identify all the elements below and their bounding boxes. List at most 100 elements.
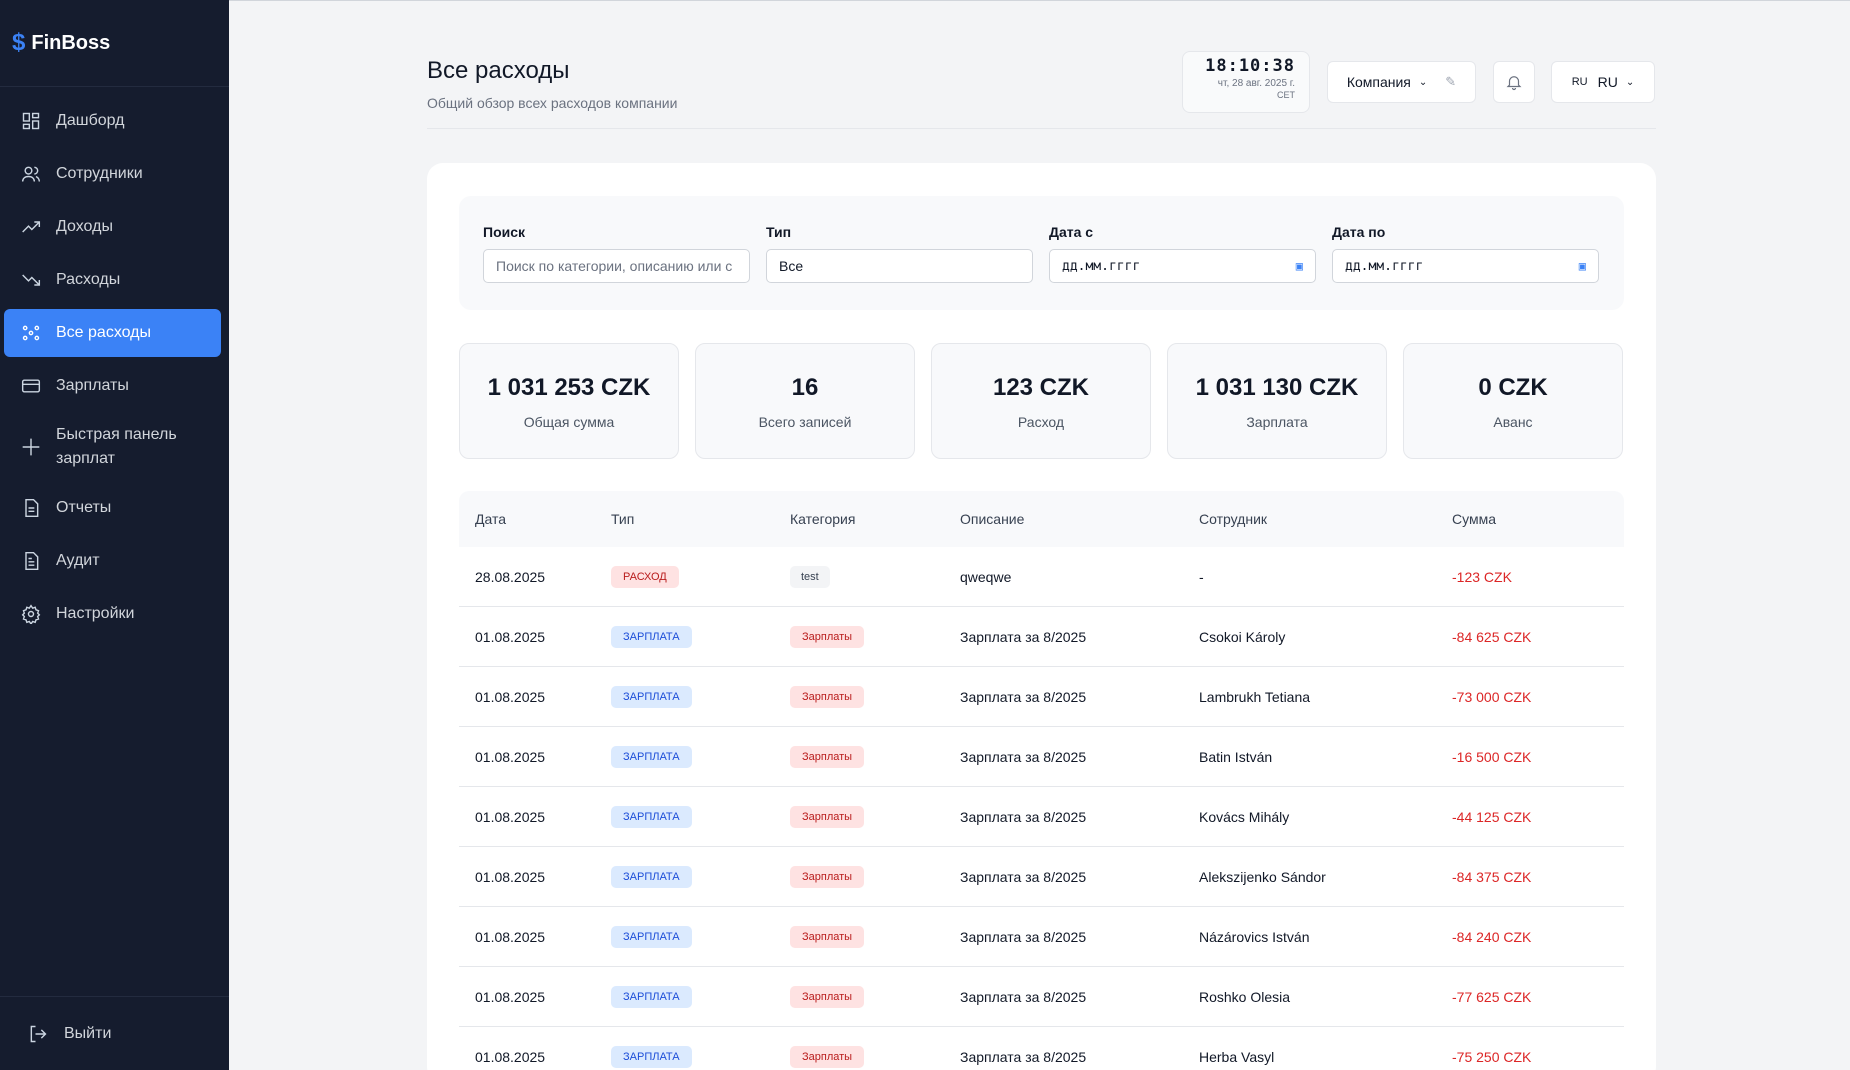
users-icon	[20, 163, 42, 185]
cell-category: Зарплаты	[790, 745, 960, 768]
cell-amount: -84 625 CZK	[1452, 628, 1532, 645]
column-header-date[interactable]: Дата	[475, 511, 507, 527]
date-to-label: Дата по	[1332, 224, 1386, 240]
sidebar-item-label: Сотрудники	[56, 165, 143, 182]
language-selector[interactable]: RU RU ⌄	[1551, 61, 1655, 103]
table-row[interactable]: 01.08.2025 ЗАРПЛАТА Зарплаты Зарплата за 8/…	[459, 1027, 1624, 1070]
table-row[interactable]: 01.08.2025 ЗАРПЛАТА Зарплаты Зарплата за 8/…	[459, 607, 1624, 667]
cell-type: ЗАРПЛАТА	[611, 745, 790, 768]
type-badge: ЗАРПЛАТА	[611, 865, 692, 888]
cell-description: Зарплата за 8/2025	[960, 808, 1087, 825]
cell-date: 01.08.2025	[475, 1048, 546, 1065]
cell-amount: -44 125 CZK	[1452, 808, 1532, 825]
sidebar-item-expenses[interactable]: Расходы	[4, 256, 221, 304]
table-row[interactable]: 28.08.2025 РАСХОД test qweqwe - -123 CZK	[459, 547, 1624, 607]
date-to-placeholder: дд.мм.гггг	[1345, 258, 1424, 274]
expenses-card: Поиск Поиск по категории, описанию или с…	[427, 163, 1656, 1070]
category-badge: Зарплаты	[790, 1045, 865, 1068]
cell-amount: -16 500 CZK	[1452, 748, 1532, 765]
category-badge: Зарплаты	[790, 805, 865, 828]
cell-description: Зарплата за 8/2025	[960, 628, 1087, 645]
category-badge: Зарплаты	[790, 925, 865, 948]
stat-advance: 0 CZK Аванс	[1403, 343, 1623, 459]
date-to-input[interactable]: дд.мм.гггг ▣	[1332, 249, 1599, 283]
chevron-down-icon: ⌄	[1625, 76, 1635, 88]
cell-amount: -75 250 CZK	[1452, 1048, 1532, 1065]
logout-button[interactable]: Выйти	[0, 996, 229, 1070]
cell-date: 28.08.2025	[475, 568, 546, 585]
stat-total: 1 031 253 CZK Общая сумма	[459, 343, 679, 459]
table-row[interactable]: 01.08.2025 ЗАРПЛАТА Зарплаты Зарплата за 8/…	[459, 907, 1624, 967]
cell-date: 01.08.2025	[475, 808, 546, 825]
type-label: Тип	[766, 224, 792, 240]
table-row[interactable]: 01.08.2025 ЗАРПЛАТА Зарплаты Зарплата за 8/…	[459, 727, 1624, 787]
cell-description: Зарплата за 8/2025	[960, 928, 1087, 945]
sidebar-item-label: Зарплаты	[56, 377, 129, 394]
page-title: Все расходы	[427, 57, 570, 84]
stat-value: 0 CZK	[1478, 374, 1548, 401]
cell-type: ЗАРПЛАТА	[611, 865, 790, 888]
type-select[interactable]: Все	[766, 249, 1033, 283]
category-badge: Зарплаты	[790, 985, 865, 1008]
edit-icon[interactable]: ✎	[1445, 74, 1457, 89]
table-row[interactable]: 01.08.2025 ЗАРПЛАТА Зарплаты Зарплата за 8/…	[459, 667, 1624, 727]
sidebar-item-label: Отчеты	[56, 499, 112, 516]
card-icon	[20, 375, 42, 397]
calendar-icon[interactable]: ▣	[1295, 259, 1303, 273]
date-from-input[interactable]: дд.мм.гггг ▣	[1049, 249, 1316, 283]
cell-type: ЗАРПЛАТА	[611, 925, 790, 948]
stat-expense: 123 CZK Расход	[931, 343, 1151, 459]
sidebar-item-dashboard[interactable]: Дашборд	[4, 97, 221, 145]
table-row[interactable]: 01.08.2025 ЗАРПЛАТА Зарплаты Зарплата за 8/…	[459, 967, 1624, 1027]
calendar-icon[interactable]: ▣	[1578, 259, 1586, 273]
cell-type: ЗАРПЛАТА	[611, 985, 790, 1008]
brand-logo[interactable]: $ FinBoss	[0, 0, 229, 87]
table-row[interactable]: 01.08.2025 ЗАРПЛАТА Зарплаты Зарплата за 8/…	[459, 787, 1624, 847]
sidebar-item-audit[interactable]: Аудит	[4, 537, 221, 585]
type-badge: ЗАРПЛАТА	[611, 805, 692, 828]
cell-category: Зарплаты	[790, 865, 960, 888]
column-header-amount[interactable]: Сумма	[1452, 511, 1496, 527]
sidebar-item-employees[interactable]: Сотрудники	[4, 150, 221, 198]
cell-type: ЗАРПЛАТА	[611, 1045, 790, 1068]
clock-timezone: CET	[1277, 90, 1295, 100]
cell-description: qweqwe	[960, 568, 1012, 585]
company-label: Компания	[1346, 74, 1411, 90]
sidebar: $ FinBoss Дашборд Сотрудники Доходы Расх…	[0, 0, 229, 1070]
stat-label: Всего записей	[758, 414, 852, 430]
cell-amount: -123 CZK	[1452, 568, 1512, 585]
cell-description: Зарплата за 8/2025	[960, 688, 1087, 705]
sidebar-item-all-expenses[interactable]: Все расходы	[4, 309, 221, 357]
sidebar-item-salaries[interactable]: Зарплаты	[4, 362, 221, 410]
category-badge: Зарплаты	[790, 685, 865, 708]
stat-salary: 1 031 130 CZK Зарплата	[1167, 343, 1387, 459]
column-header-employee[interactable]: Сотрудник	[1199, 511, 1268, 527]
column-header-description[interactable]: Описание	[960, 511, 1025, 527]
sidebar-item-label: Быстрая панель зарплат	[56, 426, 177, 467]
type-filter: Тип Все	[766, 224, 1033, 283]
notifications-button[interactable]	[1493, 61, 1535, 103]
cell-employee: Alekszijenko Sándor	[1199, 868, 1326, 885]
search-input[interactable]: Поиск по категории, описанию или с	[483, 249, 750, 283]
stat-value: 123 CZK	[992, 374, 1090, 401]
table-row[interactable]: 01.08.2025 ЗАРПЛАТА Зарплаты Зарплата за 8/…	[459, 847, 1624, 907]
column-header-type[interactable]: Тип	[611, 511, 635, 527]
sidebar-item-quick-salary-panel[interactable]: Быстрая панель зарплат	[4, 415, 221, 479]
cell-type: ЗАРПЛАТА	[611, 625, 790, 648]
type-badge: ЗАРПЛАТА	[611, 985, 692, 1008]
document-icon	[20, 497, 42, 519]
dashboard-icon	[20, 110, 42, 132]
cell-date: 01.08.2025	[475, 688, 546, 705]
stat-value: 1 031 253 CZK	[487, 374, 651, 401]
cell-category: test	[790, 565, 960, 588]
sidebar-item-settings[interactable]: Настройки	[4, 590, 221, 638]
cell-type: ЗАРПЛАТА	[611, 685, 790, 708]
cell-type: ЗАРПЛАТА	[611, 805, 790, 828]
company-selector[interactable]: Компания ⌄ ✎	[1327, 61, 1476, 103]
stat-label: Аванс	[1493, 414, 1533, 430]
column-header-category[interactable]: Категория	[790, 511, 856, 527]
sidebar-item-income[interactable]: Доходы	[4, 203, 221, 251]
cell-amount: -77 625 CZK	[1452, 988, 1532, 1005]
sidebar-item-reports[interactable]: Отчеты	[4, 484, 221, 532]
type-badge: ЗАРПЛАТА	[611, 1045, 692, 1068]
